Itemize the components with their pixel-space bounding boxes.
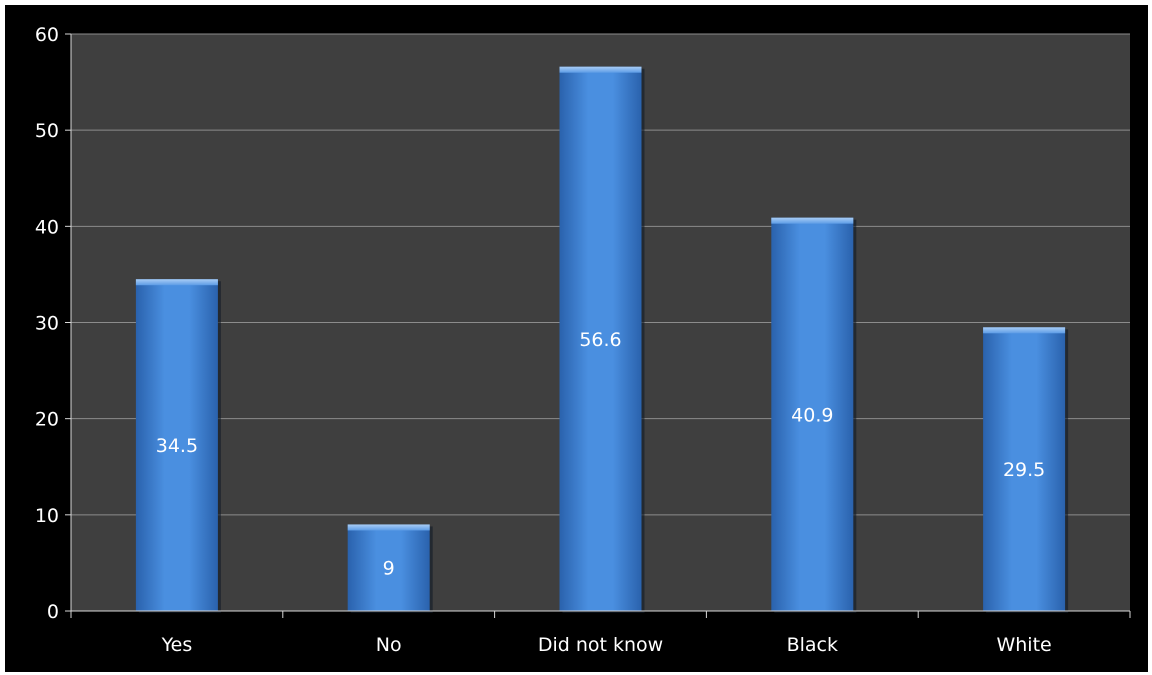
labels: 0 10 20 30 40 50 60 34.5 Yes 9 No 56.6 Did not know 4… [35, 24, 1052, 656]
chart-frame: 0 10 20 30 40 50 60 34.5 Yes 9 No 56.6 Did not know 4… [5, 5, 1148, 672]
bar-cap [771, 217, 854, 224]
bar-cap [135, 279, 218, 286]
bar-black [771, 217, 854, 611]
x-category-label: White [996, 634, 1051, 656]
bar-cap [983, 327, 1066, 334]
x-category-label: Did not know [538, 634, 663, 656]
data-label: 56.6 [579, 329, 621, 351]
bar-did-not-know [559, 66, 642, 612]
y-tick-label: 50 [35, 120, 59, 142]
y-tick-label: 0 [47, 601, 59, 623]
bar-no [347, 524, 430, 611]
bar-cap [347, 524, 430, 531]
data-label: 29.5 [1003, 459, 1045, 481]
x-category-label: Yes [161, 634, 193, 656]
bar-cap [559, 66, 642, 73]
y-tick-label: 30 [35, 313, 59, 335]
bar-yes [135, 279, 218, 611]
y-tick-label: 20 [35, 409, 59, 431]
x-category-label: Black [787, 634, 838, 656]
y-tick-label: 10 [35, 505, 59, 527]
bar-chart: 0 10 20 30 40 50 60 34.5 Yes 9 No 56.6 Did not know 4… [35, 24, 1131, 656]
x-category-label: No [376, 634, 402, 656]
data-label: 34.5 [156, 435, 198, 457]
y-tick-label: 60 [35, 24, 59, 46]
bar-white [983, 327, 1066, 611]
data-label: 40.9 [791, 404, 833, 426]
y-tick-label: 40 [35, 216, 59, 238]
data-label: 9 [383, 558, 395, 580]
axes [65, 33, 1131, 618]
bars [135, 66, 1069, 614]
